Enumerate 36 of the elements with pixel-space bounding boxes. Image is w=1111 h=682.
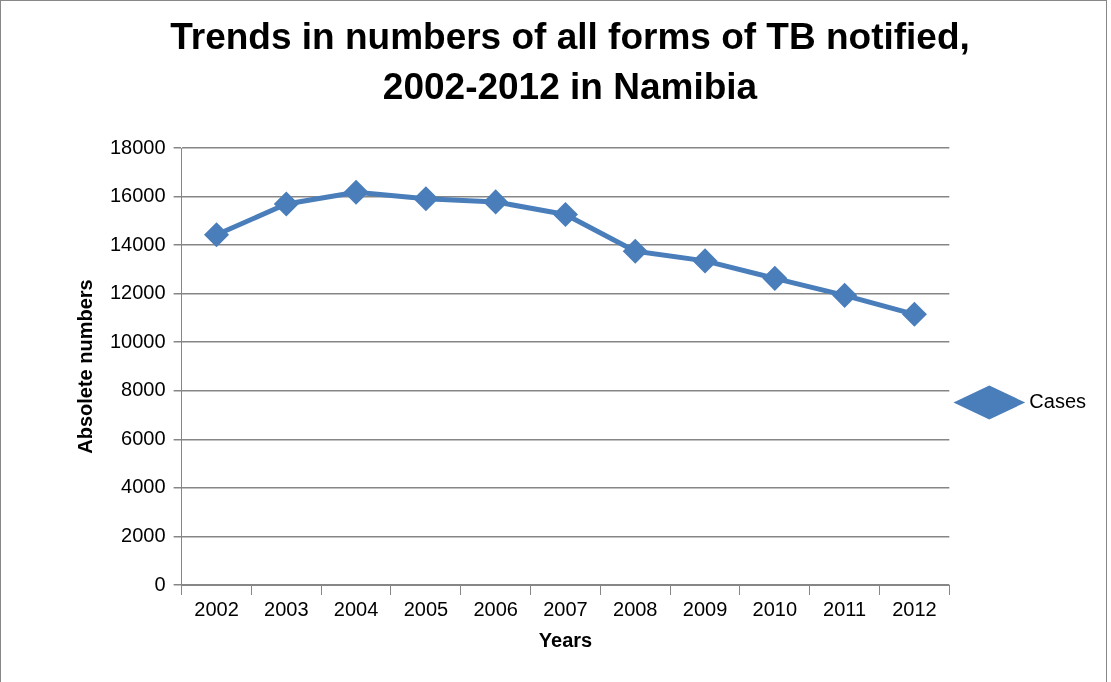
x-tick-label: 2003 (264, 597, 309, 620)
point (484, 190, 508, 214)
y-axis-title: Absolete numbers (73, 279, 96, 454)
x-tick-label: 2009 (682, 597, 728, 620)
x-tick-label: 2002 (194, 597, 239, 620)
chart-title: Trends in numbers of all forms of TB notified, 2002-2012 in Namibia (169, 15, 971, 109)
y-tick-label: 18000 (109, 135, 166, 158)
y-tick-label: 14000 (109, 232, 166, 255)
y-tick-label: 0 (154, 572, 166, 595)
y-tick-label: 6000 (121, 426, 166, 449)
x-tick-label: 2011 (823, 597, 867, 620)
point (693, 249, 717, 273)
point (623, 239, 647, 263)
x-tick-label: 2008 (613, 597, 658, 620)
point (344, 180, 368, 204)
y-tick-label: 10000 (109, 329, 166, 352)
point (414, 187, 438, 211)
x-tick-label: 2006 (473, 597, 518, 620)
x-tick-label: 2005 (403, 597, 449, 620)
point (274, 192, 298, 216)
x-tick-label: 2012 (892, 597, 937, 620)
legend-label: Cases (1029, 390, 1087, 413)
point (902, 302, 926, 326)
y-tick-label: 2000 (121, 523, 166, 546)
y-tick-label: 12000 (109, 281, 166, 304)
y-tick-label: 16000 (109, 184, 166, 207)
x-tick-label: 2004 (333, 597, 379, 620)
point (763, 266, 787, 290)
x-tick-label: 2007 (543, 597, 588, 620)
y-tick-label: 8000 (121, 378, 166, 401)
point (553, 203, 577, 227)
y-tick-label: 4000 (121, 475, 166, 498)
x-axis-title: Years (538, 628, 593, 651)
x-tick-label: 2010 (752, 597, 798, 620)
point (833, 283, 857, 307)
point (205, 223, 229, 247)
